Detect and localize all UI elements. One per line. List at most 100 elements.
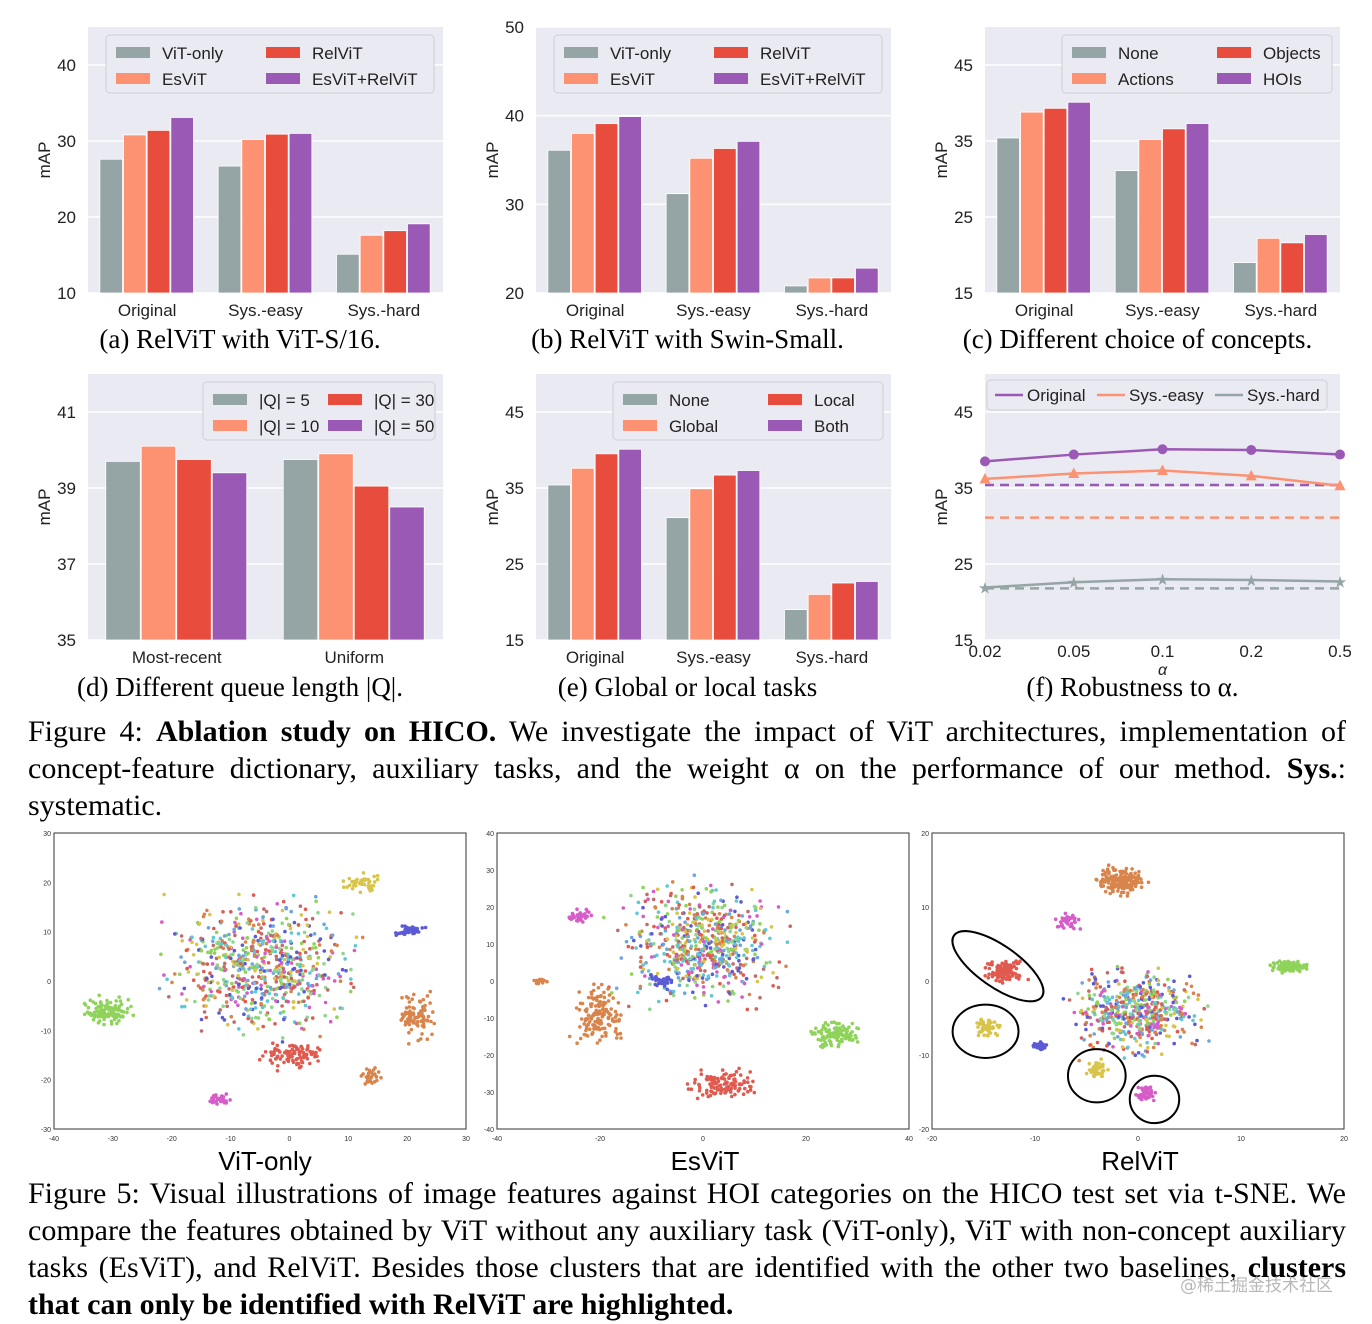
tsne-point [1117,995,1122,1000]
tsne-point [1001,972,1006,976]
tsne-point [261,959,266,964]
tsne-point [354,880,359,884]
tsne-point [1132,879,1136,884]
tsne-point [219,1096,223,1101]
tsne-point [243,961,247,966]
tsne-point [229,910,233,914]
legend-swatch-d [328,394,362,405]
tsne-point [238,961,243,966]
tsne-point [222,982,227,987]
tsne-point [218,966,222,971]
tsne-point [369,884,374,888]
tsne-point [841,1025,845,1029]
tsne-point [234,916,239,921]
tsne-point [720,944,724,948]
tsne-point [742,953,746,958]
tsne-point [1145,1026,1149,1030]
tsne-point [676,976,681,980]
tsne-point [667,954,672,959]
tsne-point [1088,1015,1092,1020]
tsne-point [274,1056,279,1060]
tsne-point [674,894,678,898]
tsne-point [639,944,643,948]
bar-c [1138,139,1162,294]
tsne-point [351,985,356,990]
legend-swatch-e [623,420,657,431]
tsne-point [219,919,224,924]
tsne-point [253,1000,257,1005]
tsne-point [364,1067,369,1071]
tsne-point [237,982,241,987]
tsne-point [1053,917,1058,921]
tsne-point [162,973,166,977]
tsne-point [714,943,719,947]
tsne-point [349,977,353,981]
bar-c [996,137,1020,294]
tsne-point [305,1056,310,1061]
tsne-point [302,989,306,994]
tsne-point [758,995,762,1000]
bar-e [594,453,619,641]
tsne-point [374,1075,379,1079]
tsne-point [1145,1050,1150,1054]
tsne-point [311,1050,315,1054]
tsne-point [291,1000,296,1004]
tsne-point [701,985,706,989]
tsne-point [981,1024,986,1029]
tsne-point [113,1004,118,1008]
tsne-point [289,989,293,994]
tsne-point [304,917,308,922]
tsne-point [254,917,259,922]
tsne-point [1169,1004,1174,1009]
tsne-point [1156,978,1161,983]
tsne-point [740,914,745,918]
tsne-point [269,1053,274,1058]
bar-a [383,230,407,294]
tsne-point [297,992,301,996]
tsne-point [1119,882,1123,886]
legend-swatch-a [116,47,150,58]
legend-label-b: EsViT [610,70,655,89]
tsne-point [709,890,713,894]
tsne-point [1012,971,1016,975]
tsne-point [785,940,790,944]
tsne-point [1108,891,1112,896]
tsne-xtick-label: 0 [287,1136,291,1143]
tsne-point [699,1068,703,1072]
tsne-point [668,947,672,952]
tsne-point [1162,983,1167,987]
tsne-point [195,972,199,977]
tsne-point [667,967,671,972]
point-f [979,472,991,484]
tsne-point [306,988,311,993]
tsne-point [832,1026,837,1031]
tsne-point [237,892,241,897]
tsne-point [335,943,339,948]
tsne-point [748,1070,752,1074]
tsne-point [231,985,236,989]
tsne-point [1125,894,1130,898]
tsne-point [654,974,658,979]
tsne-point [1087,993,1092,998]
tsne-point [720,1076,724,1081]
tsne-point [1151,1018,1156,1023]
tsne-point [318,1034,322,1039]
tsne-point [615,1032,620,1036]
tsne-point [683,929,688,934]
legend-label-a: ViT-only [162,44,224,63]
tsne-point [726,999,730,1003]
tsne-point [1113,979,1117,983]
tsne-point [769,925,774,929]
tsne-point [265,984,270,989]
tsne-point [112,1012,117,1016]
tsne-point [856,1026,861,1031]
tsne-point [406,930,411,935]
tsne-point [244,946,249,950]
tsne-point [1117,1028,1122,1033]
tsne-point [1129,871,1133,876]
tsne-point [261,915,265,920]
tsne-point [1098,993,1103,997]
bar-e [736,470,761,641]
tsne-xtick-label: 10 [344,1136,352,1143]
tsne-point [676,944,680,949]
